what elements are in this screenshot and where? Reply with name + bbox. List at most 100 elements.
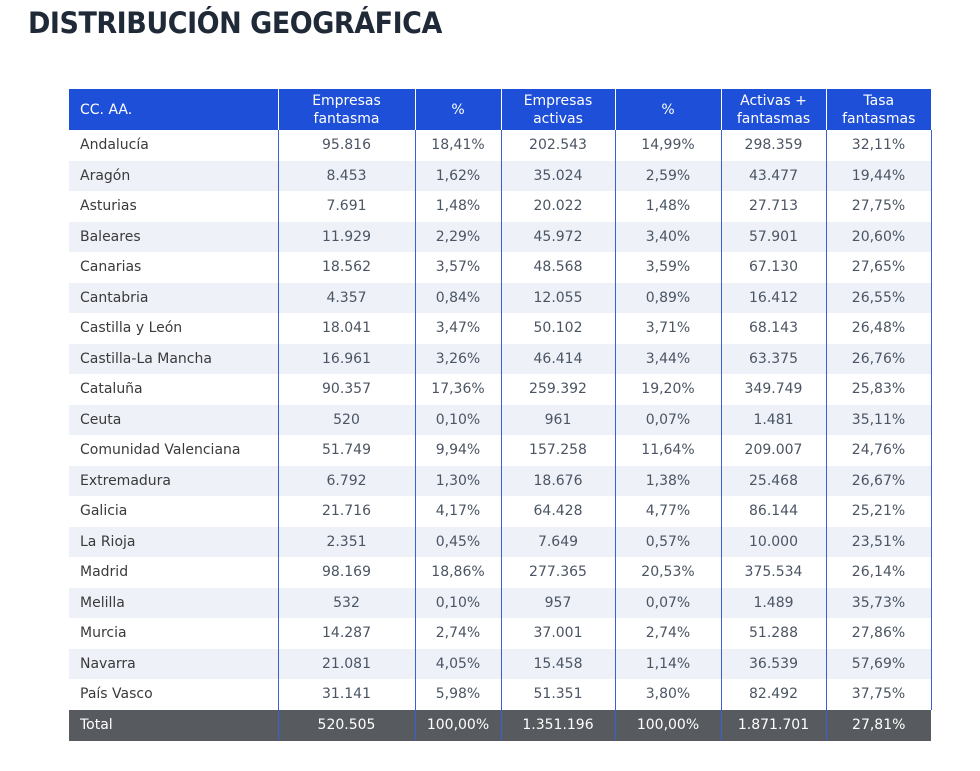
empresas-fantasma-cell: 98.169 [278,557,416,588]
tasa-fantasmas-cell: 26,67% [826,465,932,496]
pct-activas-cell: 3,71% [615,313,722,344]
empresas-activas-cell: 12.055 [501,282,616,313]
pct-activas-cell: 3,59% [615,252,722,283]
empresas-fantasma-cell: 520 [278,404,416,435]
activas-fantasmas-cell: 298.359 [721,130,827,161]
table-body: Andalucía 95.816 18,41% 202.543 14,99% 298.35… [69,130,932,710]
region-cell: Navarra [69,648,279,679]
total-empresas-activas-cell: 1.351.196 [501,709,616,741]
header-empresas-fantasma: Empresas fantasma [278,89,416,130]
activas-fantasmas-cell: 1.489 [721,587,827,618]
pct-activas-cell: 4,77% [615,496,722,527]
pct-activas-cell: 1,38% [615,465,722,496]
pct-fantasma-cell: 1,30% [415,465,502,496]
empresas-fantasma-cell: 18.041 [278,313,416,344]
empresas-fantasma-cell: 532 [278,587,416,618]
pct-fantasma-cell: 9,94% [415,435,502,466]
activas-fantasmas-cell: 68.143 [721,313,827,344]
total-pct-activas-cell: 100,00% [615,709,722,741]
tasa-fantasmas-cell: 37,75% [826,679,932,710]
tasa-fantasmas-cell: 35,11% [826,404,932,435]
tasa-fantasmas-cell: 27,75% [826,191,932,222]
empresas-activas-cell: 35.024 [501,160,616,191]
header-tasa-fantasmas-line: fantasmas [842,110,916,127]
tasa-fantasmas-cell: 23,51% [826,526,932,557]
tasa-fantasmas-cell: 25,83% [826,374,932,405]
empresas-activas-cell: 961 [501,404,616,435]
pct-fantasma-cell: 4,17% [415,496,502,527]
table-row: Andalucía 95.816 18,41% 202.543 14,99% 298.35… [69,130,932,161]
table-row: Madrid 98.169 18,86% 277.365 20,53% 375.534 26… [69,557,932,588]
table-row: Melilla 532 0,10% 957 0,07% 1.489 35,73% [69,587,932,618]
region-cell: Castilla y León [69,313,279,344]
table-row: Aragón 8.453 1,62% 35.024 2,59% 43.477 19,44% [69,160,932,191]
tasa-fantasmas-cell: 32,11% [826,130,932,161]
region-cell: Madrid [69,557,279,588]
header-empresas-activas-line: Empresas [523,92,593,109]
empresas-fantasma-cell: 4.357 [278,282,416,313]
pct-activas-cell: 3,40% [615,221,722,252]
region-cell: Comunidad Valenciana [69,435,279,466]
header-pct-activas: % [615,89,722,130]
empresas-fantasma-cell: 21.716 [278,496,416,527]
table-row: Comunidad Valenciana 51.749 9,94% 157.258 11… [69,435,932,466]
pct-activas-cell: 2,74% [615,618,722,649]
table-row: Ceuta 520 0,10% 961 0,07% 1.481 35,11% [69,404,932,435]
tasa-fantasmas-cell: 25,21% [826,496,932,527]
table-row: Baleares 11.929 2,29% 45.972 3,40% 57.901 20,6… [69,221,932,252]
header-empresas-activas: Empresas activas [501,89,616,130]
table-row: Castilla y León 18.041 3,47% 50.102 3,71% 68.… [69,313,932,344]
table-row: Asturias 7.691 1,48% 20.022 1,48% 27.713 27,75… [69,191,932,222]
tasa-fantasmas-cell: 27,86% [826,618,932,649]
pct-activas-cell: 14,99% [615,130,722,161]
header-cc-aa-line: CC. AA. [80,101,133,118]
activas-fantasmas-cell: 67.130 [721,252,827,283]
header-activas-fantasmas: Activas + fantasmas [721,89,827,130]
pct-fantasma-cell: 1,48% [415,191,502,222]
table-row: Extremadura 6.792 1,30% 18.676 1,38% 25.468 26… [69,465,932,496]
activas-fantasmas-cell: 63.375 [721,343,827,374]
total-tasa-fantasmas-cell: 27,81% [826,709,931,741]
empresas-fantasma-cell: 90.357 [278,374,416,405]
header-empresas-activas-line: activas [533,110,583,127]
activas-fantasmas-cell: 36.539 [721,648,827,679]
pct-fantasma-cell: 18,41% [415,130,502,161]
pct-fantasma-cell: 4,05% [415,648,502,679]
header-activas-fantasmas-line: Activas + [740,92,807,109]
empresas-fantasma-cell: 6.792 [278,465,416,496]
empresas-activas-cell: 157.258 [501,435,616,466]
activas-fantasmas-cell: 57.901 [721,221,827,252]
tasa-fantasmas-cell: 24,76% [826,435,932,466]
distribution-table: CC. AA. Empresas fantasma% Empresas activas%… [69,89,932,741]
table-row: Galicia 21.716 4,17% 64.428 4,77% 86.144 25,21… [69,496,932,527]
region-cell: La Rioja [69,526,279,557]
activas-fantasmas-cell: 82.492 [721,679,827,710]
empresas-activas-cell: 51.351 [501,679,616,710]
activas-fantasmas-cell: 27.713 [721,191,827,222]
header-empresas-fantasma-line: Empresas [312,92,381,109]
empresas-activas-cell: 18.676 [501,465,616,496]
tasa-fantasmas-cell: 20,60% [826,221,932,252]
region-cell: Asturias [69,191,279,222]
activas-fantasmas-cell: 209.007 [721,435,827,466]
empresas-fantasma-cell: 16.961 [278,343,416,374]
header-empresas-fantasma-line: fantasma [313,110,380,127]
region-cell: Murcia [69,618,279,649]
tasa-fantasmas-cell: 57,69% [826,648,932,679]
region-cell: Canarias [69,252,279,283]
region-cell: Aragón [69,160,279,191]
empresas-activas-cell: 46.414 [501,343,616,374]
empresas-activas-cell: 7.649 [501,526,616,557]
header-activas-fantasmas-line: fantasmas [736,110,811,127]
pct-activas-cell: 1,14% [615,648,722,679]
pct-activas-cell: 20,53% [615,557,722,588]
pct-activas-cell: 19,20% [615,374,722,405]
table-header: CC. AA. Empresas fantasma% Empresas activas%… [69,89,931,130]
activas-fantasmas-cell: 1.481 [721,404,827,435]
empresas-activas-cell: 48.568 [501,252,616,283]
pct-fantasma-cell: 18,86% [415,557,502,588]
empresas-activas-cell: 37.001 [501,618,616,649]
tasa-fantasmas-cell: 26,76% [826,343,932,374]
empresas-activas-cell: 15.458 [501,648,616,679]
table-row: Cataluña 90.357 17,36% 259.392 19,20% 349.749… [69,374,932,405]
